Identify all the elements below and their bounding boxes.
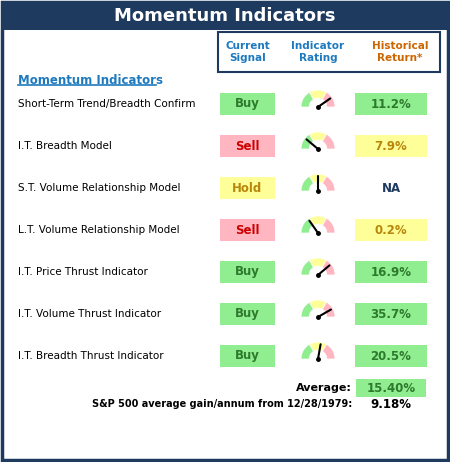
Wedge shape — [322, 344, 335, 359]
FancyBboxPatch shape — [220, 303, 275, 325]
Wedge shape — [322, 176, 335, 191]
Text: Sell: Sell — [235, 140, 259, 152]
Text: Momentum Indicators: Momentum Indicators — [114, 7, 336, 25]
Text: Buy: Buy — [234, 266, 260, 279]
Text: 15.40%: 15.40% — [366, 382, 415, 395]
Text: 7.9%: 7.9% — [374, 140, 407, 152]
Text: Indicator
Rating: Indicator Rating — [292, 41, 345, 63]
Text: NA: NA — [382, 182, 400, 195]
Wedge shape — [301, 260, 314, 275]
FancyBboxPatch shape — [355, 219, 427, 241]
Wedge shape — [301, 134, 314, 149]
Text: L.T. Volume Relationship Model: L.T. Volume Relationship Model — [18, 225, 180, 235]
Wedge shape — [322, 134, 335, 149]
Wedge shape — [310, 90, 327, 99]
Text: 0.2%: 0.2% — [375, 224, 407, 237]
Wedge shape — [310, 132, 327, 141]
Wedge shape — [310, 342, 327, 351]
Wedge shape — [310, 300, 327, 310]
FancyBboxPatch shape — [220, 93, 275, 115]
Text: 9.18%: 9.18% — [370, 397, 411, 411]
Text: I.T. Price Thrust Indicator: I.T. Price Thrust Indicator — [18, 267, 148, 277]
Text: Buy: Buy — [234, 349, 260, 363]
Wedge shape — [322, 260, 335, 275]
Text: Buy: Buy — [234, 308, 260, 321]
FancyBboxPatch shape — [220, 219, 275, 241]
FancyBboxPatch shape — [355, 261, 427, 283]
Text: Hold: Hold — [232, 182, 262, 195]
Text: Buy: Buy — [234, 97, 260, 110]
Text: I.T. Volume Thrust Indicator: I.T. Volume Thrust Indicator — [18, 309, 161, 319]
Wedge shape — [322, 218, 335, 233]
Text: Current
Signal: Current Signal — [225, 41, 270, 63]
Text: 35.7%: 35.7% — [370, 308, 411, 321]
Text: 16.9%: 16.9% — [370, 266, 411, 279]
Wedge shape — [301, 92, 314, 107]
Text: S&P 500 average gain/annum from 12/28/1979:: S&P 500 average gain/annum from 12/28/19… — [92, 399, 352, 409]
FancyBboxPatch shape — [355, 135, 427, 157]
FancyBboxPatch shape — [355, 303, 427, 325]
FancyBboxPatch shape — [355, 93, 427, 115]
FancyBboxPatch shape — [220, 135, 275, 157]
Wedge shape — [322, 302, 335, 317]
Wedge shape — [301, 302, 314, 317]
Wedge shape — [310, 174, 327, 183]
Text: Momentum Indicators: Momentum Indicators — [18, 73, 163, 86]
Wedge shape — [301, 218, 314, 233]
Text: 11.2%: 11.2% — [371, 97, 411, 110]
Text: I.T. Breadth Thrust Indicator: I.T. Breadth Thrust Indicator — [18, 351, 164, 361]
Wedge shape — [310, 258, 327, 267]
Wedge shape — [322, 92, 335, 107]
FancyBboxPatch shape — [220, 261, 275, 283]
Wedge shape — [301, 176, 314, 191]
Text: Average:: Average: — [296, 383, 352, 393]
Wedge shape — [301, 344, 314, 359]
FancyBboxPatch shape — [356, 379, 426, 397]
Wedge shape — [310, 216, 327, 225]
FancyBboxPatch shape — [2, 2, 448, 30]
Text: S.T. Volume Relationship Model: S.T. Volume Relationship Model — [18, 183, 180, 193]
Text: Sell: Sell — [235, 224, 259, 237]
Text: I.T. Breadth Model: I.T. Breadth Model — [18, 141, 112, 151]
Text: Historical
Return*: Historical Return* — [372, 41, 428, 63]
FancyBboxPatch shape — [220, 177, 275, 199]
Text: 20.5%: 20.5% — [370, 349, 411, 363]
FancyBboxPatch shape — [220, 345, 275, 367]
FancyBboxPatch shape — [355, 345, 427, 367]
Text: Short-Term Trend/Breadth Confirm: Short-Term Trend/Breadth Confirm — [18, 99, 195, 109]
